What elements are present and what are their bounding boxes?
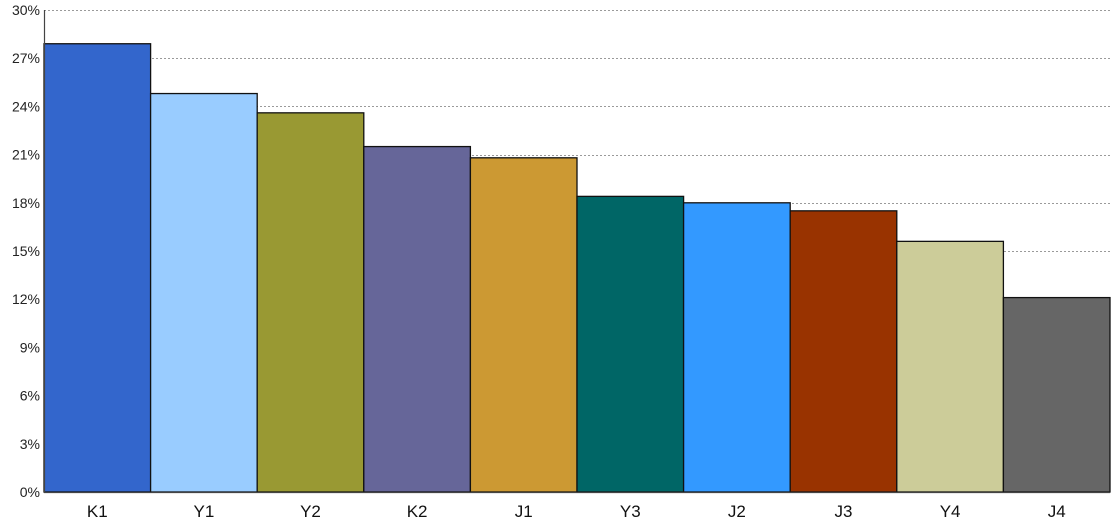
y-tick-label: 3%: [20, 436, 40, 452]
bar-y1: [149, 92, 258, 493]
axes: [43, 10, 1110, 494]
category-label: J3: [835, 502, 853, 521]
bar-j4: [1002, 296, 1111, 493]
y-tick-label: 0%: [20, 484, 40, 500]
y-tick-label: 15%: [12, 243, 40, 259]
category-label: K1: [87, 502, 108, 521]
bar-j3: [789, 210, 898, 493]
y-tick-label: 27%: [12, 50, 40, 66]
category-label: Y4: [940, 502, 961, 521]
category-label: J2: [728, 502, 746, 521]
y-tick-label: 21%: [12, 147, 40, 163]
y-tick-label: 18%: [12, 195, 40, 211]
bar-y2: [256, 112, 365, 493]
bar-y3: [576, 195, 685, 493]
category-label: Y3: [620, 502, 641, 521]
bar-j1: [469, 157, 578, 493]
y-tick-label: 30%: [12, 2, 40, 18]
y-tick-label: 9%: [20, 339, 40, 355]
y-tick-labels: 0% 3% 6% 9% 12% 15% 18% 21% 24% 27% 30%: [12, 2, 40, 500]
category-label: J4: [1048, 502, 1066, 521]
category-label: K2: [407, 502, 428, 521]
bars: [43, 43, 1111, 493]
bar-j2: [682, 202, 791, 493]
category-labels: K1 Y1 Y2 K2 J1 Y3 J2 J3 Y4 J4: [87, 502, 1066, 521]
category-label: Y1: [194, 502, 215, 521]
bar-y4: [896, 240, 1005, 493]
y-tick-label: 24%: [12, 98, 40, 114]
y-tick-label: 12%: [12, 291, 40, 307]
category-label: Y2: [300, 502, 321, 521]
bar-k1: [43, 43, 152, 493]
category-label: J1: [515, 502, 533, 521]
y-tick-label: 6%: [20, 388, 40, 404]
bar-k2: [363, 145, 472, 493]
